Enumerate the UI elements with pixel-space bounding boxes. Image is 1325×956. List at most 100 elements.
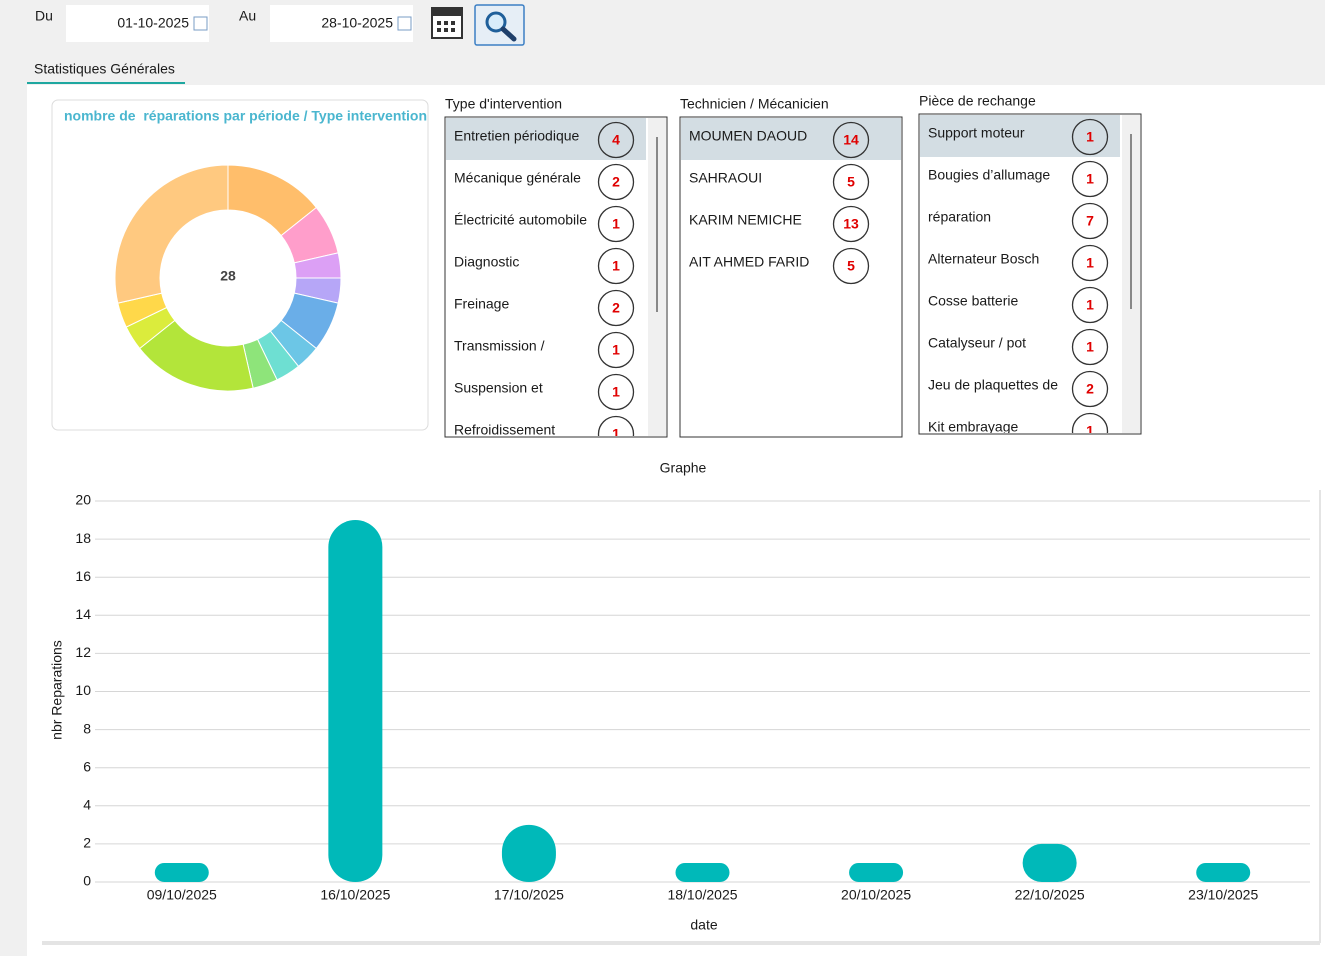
list-item-label[interactable]: Catalyseur / pot [928,335,1026,351]
bar[interactable] [154,862,209,882]
list-item-count: 1 [1086,129,1094,145]
from-date-input[interactable] [66,5,209,42]
list-title: Type d'intervention [445,96,562,112]
list-item-count: 7 [1086,213,1094,229]
list-item-label[interactable]: Bougies d’allumage [928,167,1050,183]
count-badge [1071,370,1109,408]
chart-title: Graphe [660,460,707,476]
list-items: MOUMEN DAOUD 14 SAHRAOUI 5 KARIM NEMICHE 13 AI… [681,118,901,285]
calendar-button[interactable] [431,7,463,39]
list-item-count: 1 [612,258,620,274]
count-badge [597,415,635,436]
list-item-label[interactable]: Jeu de plaquettes de [928,377,1058,393]
list-title: Pièce de rechange [919,93,1036,109]
donut-total: 28 [220,268,236,284]
count-badge [1071,202,1109,240]
y-tick-label: 20 [75,492,91,508]
list-item-label[interactable]: Alternateur Bosch [928,251,1039,267]
list-item-count: 1 [612,216,620,232]
y-tick-label: 0 [83,873,91,889]
count-badge [832,163,870,201]
to-date: 28-10-2025 [321,15,393,31]
y-tick-label: 16 [75,568,91,584]
donut-title: nombre de réparations par période / Type… [64,108,427,124]
list-item-count: 5 [847,258,855,274]
tab-label[interactable]: Statistiques Générales [34,61,175,77]
y-tick-label: 8 [83,720,91,736]
to-date-input[interactable] [270,5,413,42]
y-tick-label: 18 [75,530,91,546]
list-item-label[interactable]: Électricité automobile [454,212,587,228]
list-item-count: 1 [1086,297,1094,313]
list-item-label[interactable]: Diagnostic [454,254,519,270]
count-badge [1071,328,1109,366]
list-items: Entretien périodique 4 Mécanique générale 2… [446,118,646,442]
list-item-count: 1 [612,342,620,358]
list-item-label[interactable]: Refroidissement [454,422,555,438]
count-badge [832,205,870,243]
list-item-label[interactable]: Kit embrayage [928,419,1018,435]
bar[interactable] [328,520,383,882]
list-item-label[interactable]: Support moteur [928,125,1025,141]
list-item-count: 13 [843,216,859,232]
search-button[interactable] [474,4,525,46]
x-axis-title: date [690,917,717,933]
list-item-count: 1 [612,426,620,442]
list-item-count: 1 [1086,339,1094,355]
count-badge [1071,118,1109,156]
list-item-label[interactable]: KARIM NEMICHE [689,212,802,228]
list-item-count: 2 [612,174,620,190]
y-tick-label: 2 [83,835,91,851]
x-tick-label: 23/10/2025 [1188,887,1258,903]
y-axis-title: nbr Reparations [49,640,65,740]
list-item-label[interactable]: Mécanique générale [454,170,581,186]
bar[interactable] [1196,862,1251,882]
y-tick-label: 12 [75,644,91,660]
list-item-label[interactable]: Freinage [454,296,509,312]
x-tick-label: 18/10/2025 [667,887,737,903]
list-item-count: 14 [843,132,859,148]
selected-row [681,118,901,160]
calendar-icon[interactable] [193,16,208,31]
list-item-count: 4 [612,132,620,148]
count-badge [1071,412,1109,433]
list-item-label[interactable]: Cosse batterie [928,293,1018,309]
list-item-count: 1 [612,384,620,400]
list-item-label[interactable]: Entretien périodique [454,128,580,144]
from-date: 01-10-2025 [117,15,189,31]
x-tick-label: 09/10/2025 [147,887,217,903]
count-badge [597,163,635,201]
list-item-count: 1 [1086,255,1094,271]
count-badge [597,121,635,159]
to-label: Au [239,8,256,24]
x-tick-label: 17/10/2025 [494,887,564,903]
x-tick-label: 22/10/2025 [1015,887,1085,903]
count-badge [1071,286,1109,324]
bar[interactable] [849,862,904,882]
list-item-label[interactable]: Transmission / [454,338,545,354]
count-badge [597,331,635,369]
list-item-label[interactable]: SAHRAOUI [689,170,762,186]
bar[interactable] [675,862,730,882]
list-item-label[interactable]: MOUMEN DAOUD [689,128,807,144]
from-label: Du [35,8,53,24]
bar[interactable] [1022,843,1077,882]
y-tick-label: 10 [75,682,91,698]
count-badge [597,289,635,327]
y-tick-label: 14 [75,606,91,622]
list-item-label[interactable]: AIT AHMED FARID [689,254,809,270]
calendar-icon[interactable] [397,16,412,31]
x-tick-label: 16/10/2025 [320,887,390,903]
list-item-count: 1 [1086,423,1094,439]
list-item-count: 2 [612,300,620,316]
list-item-count: 5 [847,174,855,190]
list-item-count: 2 [1086,381,1094,397]
donut-segment [114,164,229,304]
count-badge [1071,160,1109,198]
list-item-label[interactable]: Suspension et [454,380,543,396]
bar[interactable] [501,824,556,882]
list-item-label[interactable]: réparation [928,209,991,225]
x-tick-label: 20/10/2025 [841,887,911,903]
count-badge [597,373,635,411]
